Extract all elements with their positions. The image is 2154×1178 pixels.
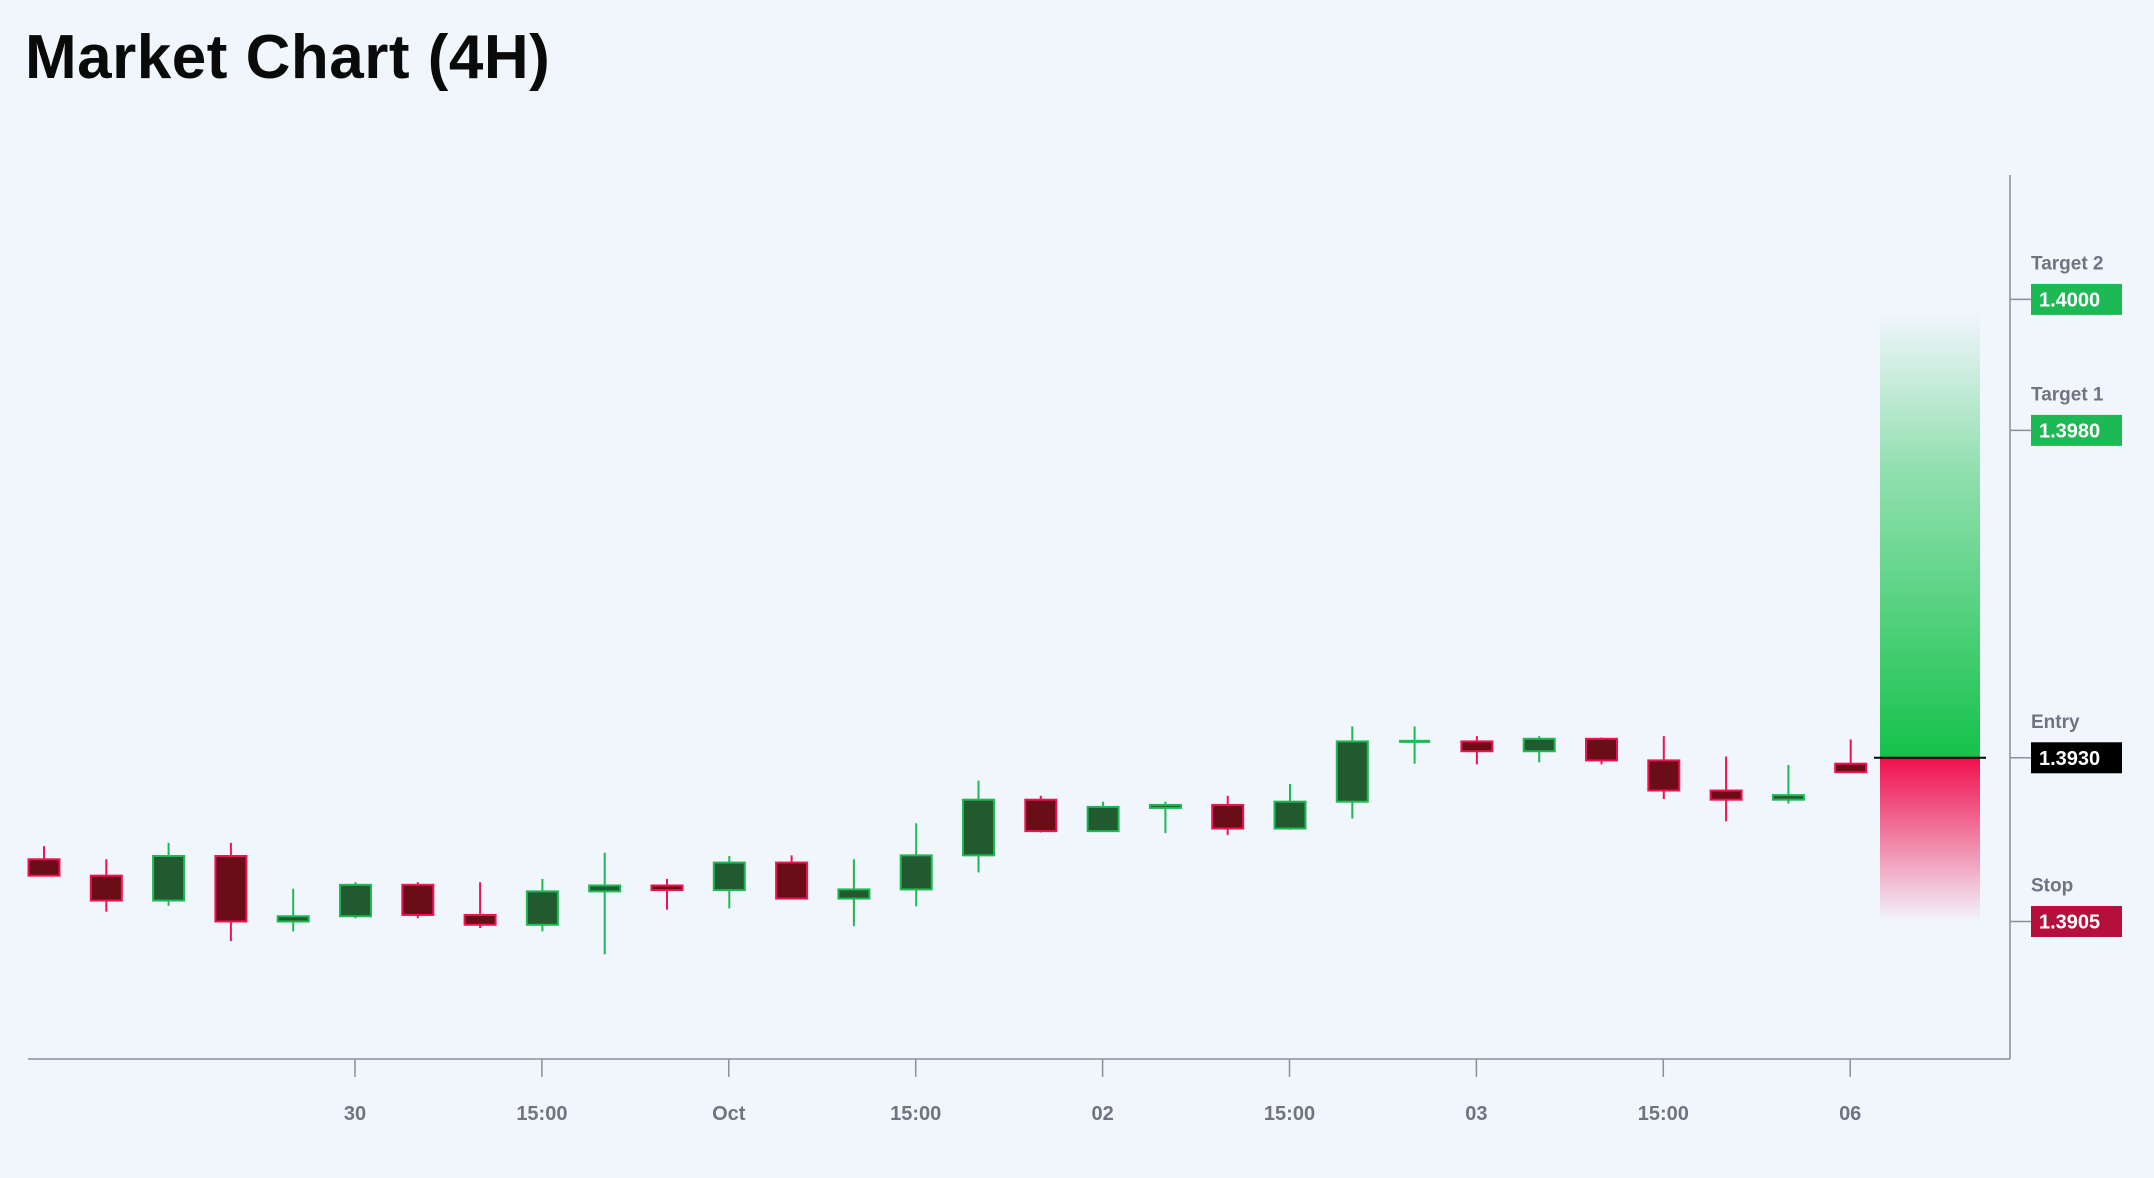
level-target-1: Target 1 1.3980 (2010, 384, 2122, 446)
x-tick-label: 02 (1091, 1103, 1113, 1125)
level-value: 1.3905 (2039, 911, 2100, 933)
bearish-candle (1834, 739, 1868, 774)
candle-body (1771, 794, 1805, 801)
bearish-candle (214, 842, 248, 942)
bearish-candle (463, 882, 497, 929)
candle-body (775, 861, 809, 900)
x-tick-label: 03 (1465, 1103, 1487, 1125)
candle-body (1024, 798, 1058, 833)
x-tick-label: 06 (1839, 1103, 1861, 1125)
bullish-candle (525, 878, 559, 932)
level-name: Stop (2031, 875, 2073, 896)
level-badge (2031, 414, 2122, 446)
candle-body (1647, 759, 1681, 792)
x-tick-label: 15:00 (1264, 1103, 1315, 1125)
bullish-candle (1273, 783, 1307, 830)
bearish-candle (650, 878, 684, 910)
x-tick-label: 30 (344, 1103, 366, 1125)
bullish-candle (276, 888, 310, 932)
candle-body (1211, 803, 1245, 830)
bearish-candle (27, 846, 61, 877)
bearish-candle (1709, 756, 1743, 822)
level-badge (2031, 905, 2122, 937)
level-badge (2031, 283, 2122, 315)
bearish-candle (1585, 737, 1618, 765)
candle-body (1273, 800, 1307, 830)
candle-body (1335, 740, 1369, 803)
candle-body (1709, 789, 1743, 801)
candle-body (463, 913, 497, 926)
bullish-candle (962, 780, 995, 873)
bearish-candle (1460, 736, 1494, 765)
level-target-2: Target 2 1.4000 (2010, 253, 2122, 315)
candle-body (27, 858, 61, 877)
candle-body (401, 883, 435, 916)
bullish-candle (712, 856, 746, 909)
candle-body (152, 855, 186, 902)
candle-body (339, 883, 372, 918)
bullish-candle (1148, 801, 1182, 834)
candle-body (899, 854, 933, 891)
candle-body (1585, 737, 1618, 762)
x-tick-label: Oct (712, 1103, 746, 1125)
x-tick-label: 15:00 (890, 1103, 941, 1125)
bearish-candle (89, 859, 123, 912)
x-tick-label: 15:00 (516, 1103, 567, 1125)
candle-body (837, 888, 871, 900)
bullish-candle (152, 842, 186, 906)
candle-body (588, 884, 622, 893)
candle-body (214, 855, 248, 923)
level-name: Target 1 (2031, 384, 2104, 405)
profit-zone (1880, 312, 1980, 758)
level-name: Target 2 (2031, 253, 2104, 274)
level-value: 1.4000 (2039, 289, 2100, 311)
bullish-candle (837, 859, 871, 927)
bearish-candle (1647, 736, 1681, 800)
bullish-candle (1771, 764, 1805, 804)
level-stop: Stop 1.3905 (2010, 875, 2122, 937)
candle-body (89, 874, 123, 902)
level-name: Entry (2031, 712, 2080, 733)
level-value: 1.3930 (2039, 748, 2100, 770)
bullish-candle (1399, 726, 1431, 764)
loss-zone (1880, 757, 1980, 922)
level-badge (2031, 742, 2122, 774)
candle-body (1834, 762, 1868, 774)
bullish-candle (1522, 736, 1556, 763)
level-entry: Entry 1.3930 (2010, 712, 2122, 774)
bullish-candle (339, 882, 372, 919)
chart-title: Market Chart (4H) (25, 23, 551, 92)
candle-body (1522, 737, 1556, 753)
candle-body (525, 890, 559, 926)
candle-body (650, 884, 684, 892)
candle-body (962, 798, 995, 857)
level-value: 1.3980 (2039, 420, 2100, 442)
bullish-candle (899, 823, 933, 907)
bullish-candle (1335, 726, 1369, 819)
bullish-candle (588, 852, 622, 955)
bearish-candle (401, 882, 435, 919)
candle-body (276, 915, 310, 923)
candle-body (712, 861, 746, 892)
bearish-candle (1024, 795, 1058, 833)
candle-body (1460, 740, 1494, 753)
bearish-candle (1211, 795, 1245, 836)
bearish-candle (775, 855, 809, 900)
candle-body (1086, 805, 1120, 833)
x-tick-label: 15:00 (1638, 1103, 1689, 1125)
candle-body (1148, 803, 1182, 809)
bullish-candle (1086, 801, 1120, 833)
